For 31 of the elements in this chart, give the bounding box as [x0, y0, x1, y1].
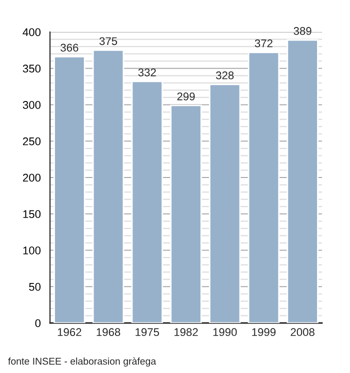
bar: [131, 80, 163, 323]
y-tick-label: 300: [22, 101, 41, 109]
x-tick-label: 1968: [96, 328, 120, 336]
y-tick-label: 400: [22, 28, 41, 36]
y-tick-label: 200: [22, 174, 41, 182]
bar: [286, 39, 318, 323]
data-label: 375: [99, 37, 118, 46]
data-label: 389: [294, 27, 312, 35]
data-label: 328: [216, 71, 234, 80]
y-tick-label: 350: [22, 64, 41, 73]
data-label: 332: [138, 68, 156, 76]
y-tick-label: 250: [22, 137, 41, 146]
data-label: 372: [254, 39, 272, 48]
x-tick-label: 1999: [252, 328, 276, 336]
source-note: fonte INSEE - elaborasion gràfega: [8, 357, 156, 367]
x-tick-label: 1975: [136, 328, 160, 336]
data-label: 366: [60, 44, 78, 52]
data-label: 299: [177, 92, 195, 100]
x-tick-label: 1962: [58, 328, 82, 336]
y-tick-label: 0: [35, 319, 41, 328]
bar: [170, 104, 202, 323]
y-tick-label: 150: [23, 210, 41, 218]
x-tick-label: 1990: [213, 328, 237, 336]
x-tick-label: 2008: [290, 328, 314, 336]
bar: [209, 84, 241, 323]
x-tick-label: 1982: [174, 328, 198, 336]
bar: [248, 52, 280, 323]
bar: [92, 49, 124, 323]
y-tick-label: 100: [23, 246, 41, 254]
bar: [54, 56, 86, 323]
y-tick-label: 50: [29, 282, 41, 291]
